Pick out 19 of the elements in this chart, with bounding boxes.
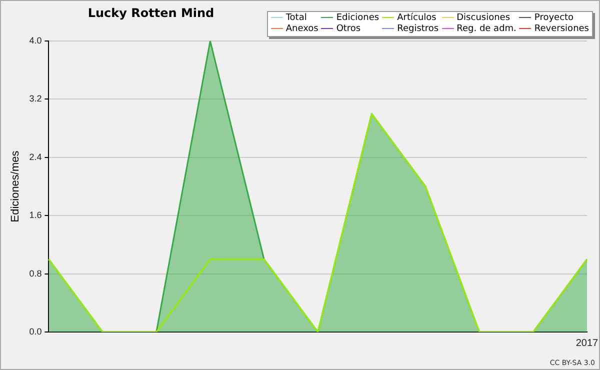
legend-label: Reversiones xyxy=(533,24,589,35)
legend-label: Registros xyxy=(396,24,439,35)
legend-label: Artículos xyxy=(396,13,438,24)
chart-title: Lucky Rotten Mind xyxy=(86,6,216,20)
y-axis-title: Ediciones/mes xyxy=(10,150,22,222)
x-tick-label: 2017 xyxy=(576,338,599,349)
legend-label: Ediciones xyxy=(335,13,380,24)
y-tick-label: 0.0 xyxy=(29,326,42,336)
legend-label: Anexos xyxy=(284,24,318,35)
y-tick-label: 4.0 xyxy=(29,35,42,46)
y-tick-label: 2.4 xyxy=(29,152,42,162)
y-tick-label: 1.6 xyxy=(29,210,42,220)
y-tick-label: 3.2 xyxy=(29,94,42,104)
legend-label: Otros xyxy=(335,24,362,35)
legend-label: Proyecto xyxy=(533,13,575,24)
legend-label: Reg. de adm. xyxy=(456,24,516,35)
legend-label: Total xyxy=(284,13,308,24)
legend-label: Discusiones xyxy=(456,13,512,24)
y-tick-label: 0.8 xyxy=(29,268,42,278)
